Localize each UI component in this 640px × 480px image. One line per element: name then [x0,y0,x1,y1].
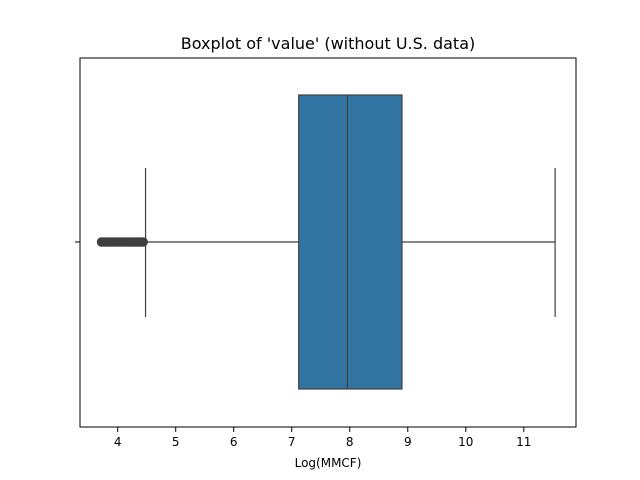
x-axis-label: Log(MMCF) [295,456,362,470]
x-tick-label: 7 [288,435,296,449]
x-tick-label: 9 [404,435,412,449]
x-tick-label: 4 [114,435,122,449]
chart-title: Boxplot of 'value' (without U.S. data) [181,34,475,53]
x-tick-label: 8 [346,435,354,449]
x-tick-label: 11 [516,435,531,449]
outlier-point [138,237,148,247]
x-tick-label: 10 [458,435,473,449]
x-axis: 4 5 6 7 8 9 10 11 [114,427,531,449]
iqr-box [298,94,403,390]
plot-area [96,94,556,390]
x-tick-label: 6 [230,435,238,449]
x-tick-label: 5 [172,435,180,449]
